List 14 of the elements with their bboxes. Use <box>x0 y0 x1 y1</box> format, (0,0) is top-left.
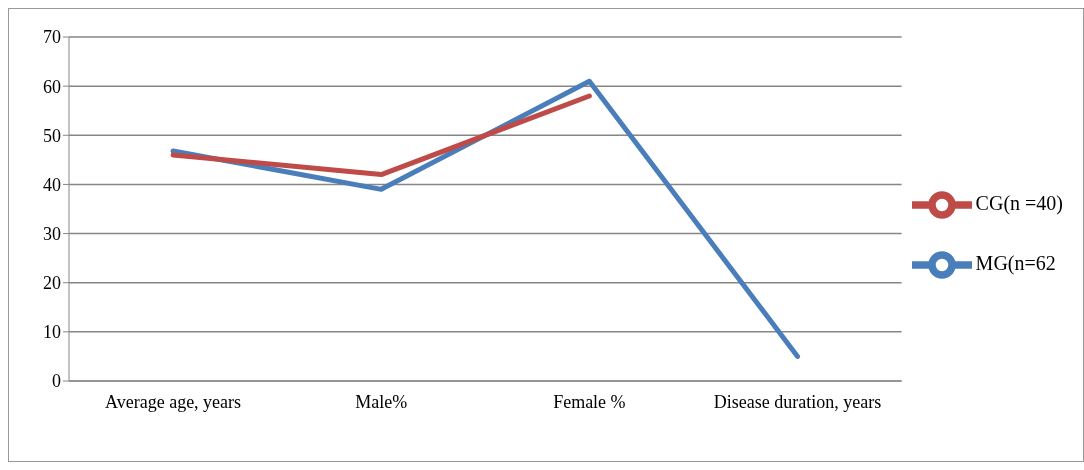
y-tick-label: 70 <box>43 27 61 48</box>
y-tick-label: 30 <box>43 223 61 244</box>
x-tick-label: Male% <box>355 391 408 412</box>
y-tick-label: 40 <box>43 174 61 195</box>
legend-label: CG(n =40) <box>975 191 1063 214</box>
x-tick-label: Disease duration, years <box>713 391 882 412</box>
y-tick-label: 60 <box>43 76 61 97</box>
x-tick-label: Female % <box>553 391 626 412</box>
y-tick-label: 50 <box>43 125 61 146</box>
y-tick-label: 20 <box>43 273 61 294</box>
y-tick-label: 10 <box>43 322 61 343</box>
y-tick-label: 0 <box>52 371 61 392</box>
x-tick-label: Average age, years <box>105 391 242 412</box>
legend-label: MG(n=62 <box>975 251 1056 274</box>
